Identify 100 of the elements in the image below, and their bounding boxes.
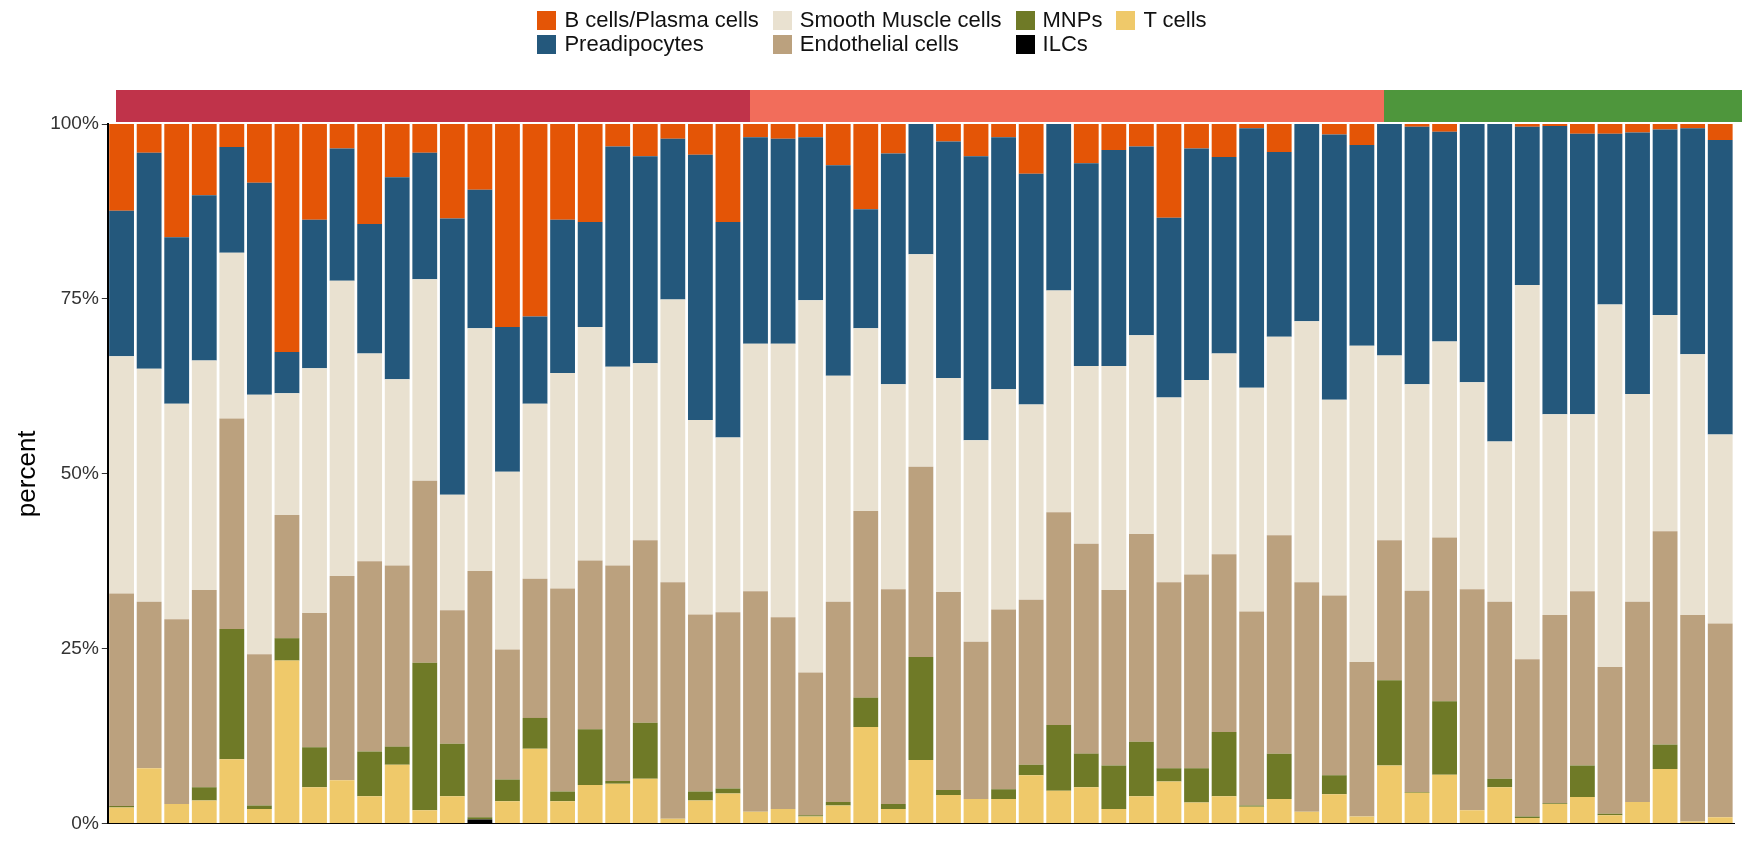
bar — [632, 363, 658, 541]
y-tick-label: 50% — [60, 462, 99, 484]
y-axis-title: percent — [10, 429, 41, 518]
bar — [1294, 124, 1320, 322]
bar — [1652, 744, 1678, 770]
bar — [467, 571, 493, 818]
bar — [715, 437, 741, 613]
bar — [577, 785, 603, 824]
bar — [384, 177, 410, 380]
bar — [1073, 124, 1099, 164]
bar — [1377, 680, 1402, 766]
bar — [219, 759, 245, 824]
bar — [1542, 126, 1568, 415]
bar — [1542, 124, 1568, 127]
bar — [164, 124, 190, 238]
bar — [1570, 414, 1595, 592]
bar — [109, 807, 134, 824]
bar — [1652, 124, 1678, 130]
bar — [798, 672, 824, 816]
bar — [715, 221, 741, 438]
bar — [1156, 397, 1182, 583]
bar — [550, 791, 575, 802]
bar — [329, 575, 355, 781]
bar — [495, 649, 520, 780]
bar — [1487, 441, 1513, 602]
legend-label: Smooth Muscle cells — [799, 7, 1002, 32]
bar — [1404, 126, 1430, 385]
bar — [1652, 531, 1678, 745]
y-tick-label: 0% — [71, 811, 99, 833]
bar — [1487, 601, 1513, 779]
bar — [1597, 815, 1623, 824]
bar — [880, 589, 906, 805]
bar — [825, 805, 851, 824]
bar — [164, 619, 190, 805]
bar — [1101, 808, 1127, 824]
bar — [550, 373, 575, 589]
bar — [798, 816, 824, 824]
bar — [1349, 144, 1375, 346]
bar — [825, 165, 851, 376]
bar — [219, 147, 245, 253]
bar — [1570, 797, 1595, 824]
bar — [219, 252, 245, 419]
bar — [1707, 623, 1733, 818]
bar — [1459, 382, 1485, 590]
bar — [191, 800, 217, 824]
bar — [1432, 124, 1457, 132]
bar — [743, 137, 768, 344]
bar — [495, 801, 520, 824]
bar — [274, 660, 300, 824]
bar — [1184, 574, 1209, 769]
bar — [357, 224, 383, 354]
bar — [1321, 794, 1347, 824]
bar — [1570, 133, 1595, 415]
bar — [246, 394, 272, 655]
bar — [715, 612, 741, 789]
bar — [467, 817, 493, 820]
bar — [467, 124, 493, 190]
bar — [164, 403, 190, 620]
bar — [963, 440, 989, 642]
bar — [1018, 173, 1044, 405]
bar — [1211, 156, 1237, 354]
bar — [302, 613, 327, 748]
bar — [1018, 599, 1044, 765]
bar — [743, 124, 768, 138]
bar — [1487, 124, 1513, 442]
bar — [880, 384, 906, 590]
bar — [880, 124, 906, 154]
bar — [1073, 787, 1099, 824]
bar — [274, 393, 300, 516]
bar — [439, 796, 465, 824]
bar — [1625, 601, 1650, 802]
bar — [1073, 366, 1099, 544]
bar — [908, 657, 934, 760]
bar — [302, 368, 327, 614]
bar — [1239, 128, 1265, 388]
bar — [1432, 701, 1457, 775]
bar — [384, 379, 410, 566]
bar — [550, 588, 575, 792]
bar — [1432, 341, 1457, 538]
bar — [577, 729, 603, 786]
bar — [550, 801, 575, 824]
bar — [1377, 765, 1402, 824]
bar — [1211, 353, 1237, 555]
bar — [991, 137, 1016, 390]
legend-label: Preadipocytes — [564, 31, 704, 56]
bar — [1570, 124, 1595, 134]
bar — [246, 808, 272, 824]
bar — [853, 124, 879, 210]
bar — [1652, 314, 1678, 532]
bar — [1101, 149, 1127, 367]
bar — [384, 565, 410, 747]
bar — [577, 560, 603, 730]
bar — [219, 418, 245, 630]
bar — [853, 510, 879, 698]
bar — [825, 601, 851, 802]
bar — [880, 804, 906, 809]
bar — [1266, 151, 1292, 337]
bar — [109, 124, 134, 211]
bar — [1542, 615, 1568, 804]
bar — [853, 727, 879, 824]
